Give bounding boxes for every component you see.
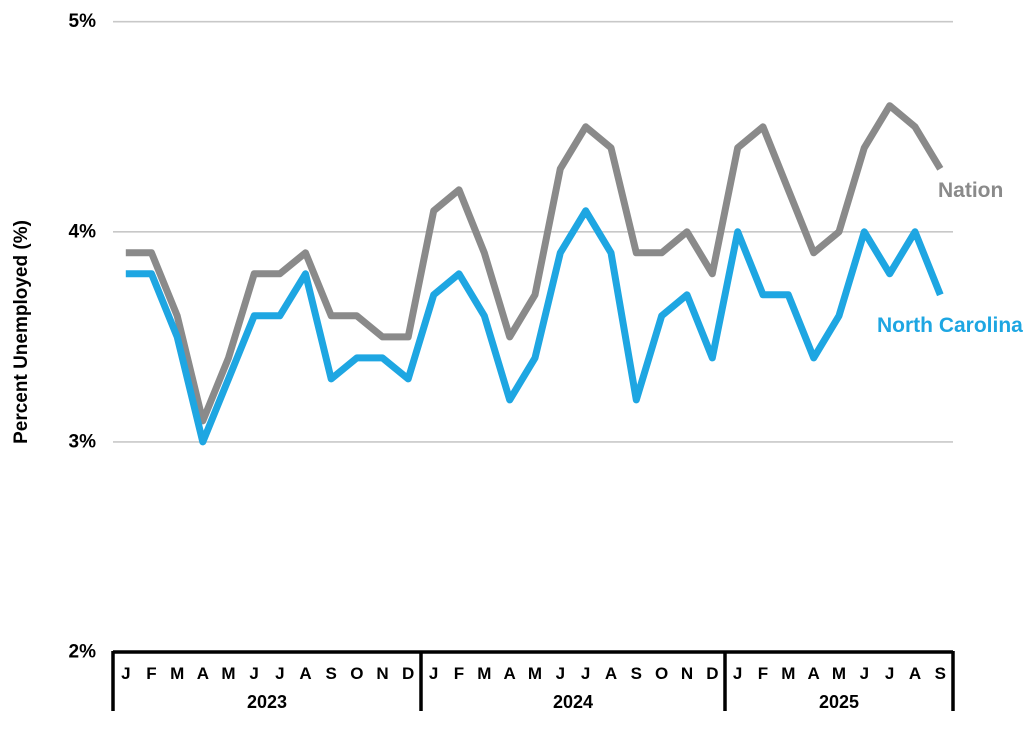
month-tick-2024-6: J [581,664,590,683]
month-tick-2025-0: J [733,664,742,683]
y-axis-title: Percent Unemployed (%) [11,220,32,444]
month-tick-2025-5: J [860,664,869,683]
month-tick-2025-4: M [832,664,846,683]
y-tick-5%: 5% [69,11,97,32]
year-label-2024: 2024 [553,692,593,712]
month-tick-2023-2: M [170,664,184,683]
month-tick-2023-4: M [221,664,235,683]
month-tick-2024-8: S [631,664,642,683]
series-label-nation: Nation [938,179,1003,202]
year-label-2025: 2025 [819,692,859,712]
month-tick-2025-8: S [935,664,946,683]
month-tick-2025-2: M [781,664,795,683]
month-tick-2024-9: O [655,664,668,683]
month-tick-2025-1: F [758,664,768,683]
series-line-nation [125,102,944,425]
month-tick-2024-10: N [681,664,693,683]
month-tick-2023-6: J [275,664,284,683]
month-tick-2023-1: F [146,664,156,683]
month-tick-2023-10: N [376,664,388,683]
month-tick-2023-8: S [325,664,336,683]
month-tick-2023-0: J [121,664,130,683]
series-line-north-carolina [125,207,944,446]
series-label-north-carolina: North Carolina [877,314,1023,337]
year-label-2023: 2023 [247,692,287,712]
month-tick-2024-2: M [477,664,491,683]
month-tick-2023-7: A [299,664,311,683]
month-tick-2024-11: D [706,664,718,683]
y-tick-4%: 4% [69,221,97,242]
month-tick-2023-5: J [249,664,258,683]
month-tick-2023-11: D [402,664,414,683]
month-tick-2024-4: M [528,664,542,683]
month-tick-2024-0: J [429,664,438,683]
month-tick-2025-3: A [808,664,820,683]
month-tick-2024-5: J [556,664,565,683]
month-tick-2025-7: A [909,664,921,683]
month-tick-2023-9: O [350,664,363,683]
y-tick-3%: 3% [69,431,97,452]
month-tick-2024-7: A [605,664,617,683]
month-tick-2024-1: F [454,664,464,683]
month-tick-2025-6: J [885,664,894,683]
month-tick-2023-3: A [197,664,209,683]
month-tick-2024-3: A [504,664,516,683]
y-tick-2%: 2% [69,642,97,663]
